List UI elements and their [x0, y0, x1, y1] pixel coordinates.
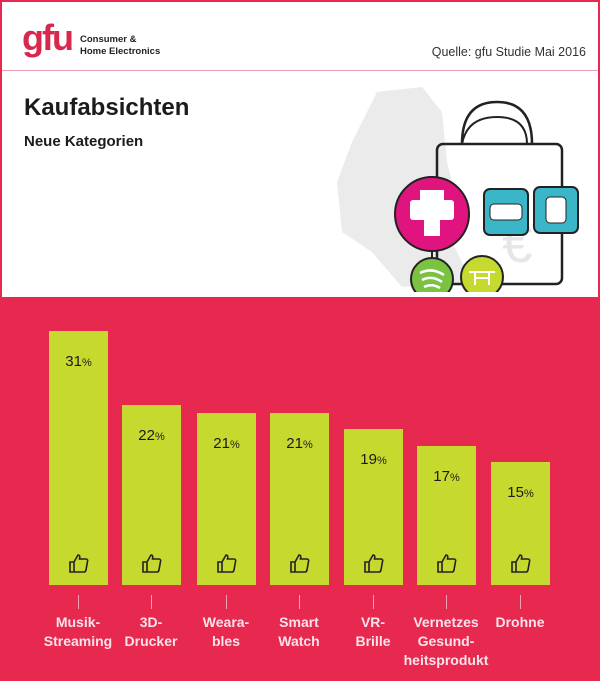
axis-tick: [226, 595, 227, 609]
bar: [491, 462, 550, 585]
spotify-icon: [410, 257, 454, 292]
data-value: 15: [507, 484, 524, 501]
data-value: 22: [138, 426, 155, 444]
axis-tick: [151, 595, 152, 609]
data-value: 21: [286, 434, 303, 452]
data-label: 21%: [197, 435, 256, 452]
data-label: 31%: [49, 353, 108, 370]
bar: [417, 445, 476, 585]
drone-icon: [460, 255, 504, 292]
thumbs-up-icon: [49, 551, 108, 580]
shopping-bag-illustration: €: [337, 87, 579, 292]
bar: [49, 330, 108, 585]
thumbs-up-icon: [122, 551, 181, 580]
header-bar: gfu Consumer & Home Electronics Quelle: g…: [2, 2, 598, 71]
axis-tick: [78, 595, 79, 609]
axis-tick: [520, 595, 521, 609]
logo-subtitle: Consumer & Home Electronics: [80, 34, 160, 58]
thumbs-up-icon: [491, 551, 550, 580]
data-value: 17: [433, 467, 450, 485]
data-unit: %: [449, 471, 460, 484]
data-unit: %: [81, 356, 92, 369]
logo-subtitle-line: Home Electronics: [80, 46, 161, 57]
category-label: Musik- Streaming: [43, 614, 113, 649]
data-unit: %: [229, 438, 240, 451]
header-panel: gfu Consumer & Home Electronics Quelle: g…: [2, 2, 598, 297]
page-subtitle: Neue Kategorien: [24, 133, 144, 150]
category-label: 3D- Drucker: [124, 614, 178, 649]
category-label: Weara- bles: [202, 614, 250, 649]
category-label: Smart Watch: [278, 614, 320, 649]
gfu-logo: gfu: [22, 17, 74, 58]
data-unit: %: [154, 430, 165, 443]
category-label: VR- Brille: [355, 614, 391, 649]
data-value: 21: [213, 434, 230, 452]
thumbs-up-icon: [197, 551, 256, 580]
thumbs-up-icon: [344, 551, 403, 580]
data-unit: %: [376, 455, 387, 468]
source-label: Quelle: gfu Studie Mai 2016: [431, 45, 586, 59]
data-value: 31: [65, 352, 82, 370]
data-label: 15%: [491, 484, 550, 501]
data-unit: %: [523, 488, 534, 500]
data-label: 21%: [270, 435, 329, 452]
thumbs-up-icon: [270, 551, 329, 580]
category-label: Drohne: [495, 614, 545, 630]
data-unit: %: [302, 438, 313, 451]
thumbs-up-icon: [417, 551, 476, 580]
axis-tick: [446, 595, 447, 609]
data-label: 22%: [122, 427, 181, 444]
bar-chart: 31% Musik- Streaming 22% 3D- Drucker 21% Wear…: [0, 297, 600, 681]
page-title: Kaufabsichten: [24, 94, 190, 121]
data-value: 19: [360, 451, 377, 469]
axis-tick: [373, 595, 374, 609]
data-label: 19%: [344, 451, 403, 468]
logo-subtitle-line: Consumer &: [80, 34, 137, 45]
category-label: Vernetzes Gesund- heitsprodukt: [403, 614, 489, 668]
axis-tick: [299, 595, 300, 609]
data-label: 17%: [417, 468, 476, 485]
